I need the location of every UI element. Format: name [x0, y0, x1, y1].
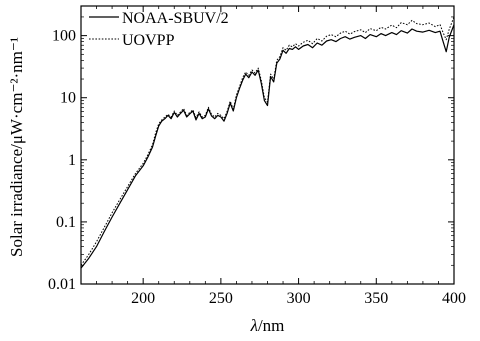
x-axis-label: λ/nm: [250, 316, 285, 335]
y-tick-label-100: 100: [52, 28, 76, 45]
legend-label-noaa-sbuv2: NOAA-SBUV/2: [122, 10, 229, 27]
y-tick-label-0.01: 0.01: [48, 276, 76, 293]
x-axis: 200 250 300 350 400: [96, 6, 466, 307]
y-axis-label: Solar irradiance/μW·cm⁻²·nm⁻¹: [7, 37, 26, 257]
series-line-noaa-sbuv-2: [80, 24, 455, 269]
x-tick-label-250: 250: [209, 290, 233, 307]
series-layer: [80, 16, 455, 269]
x-axis-label-unit: /nm: [258, 316, 284, 335]
legend-label-uovpp: UOVPP: [122, 32, 175, 49]
x-tick-label-400: 400: [442, 290, 466, 307]
series-line-uovpp: [80, 16, 455, 266]
x-tick-label-350: 350: [364, 290, 388, 307]
y-tick-label-0.1: 0.1: [56, 214, 76, 231]
x-axis-label-symbol: λ: [250, 316, 258, 335]
y-axis: 0.01 0.1 1 10 100: [48, 5, 454, 293]
legend: NOAA-SBUV/2 UOVPP: [89, 10, 229, 49]
x-tick-label-200: 200: [131, 290, 155, 307]
y-tick-label-10: 10: [60, 90, 76, 107]
x-tick-label-300: 300: [287, 290, 311, 307]
y-tick-label-1: 1: [68, 152, 76, 169]
